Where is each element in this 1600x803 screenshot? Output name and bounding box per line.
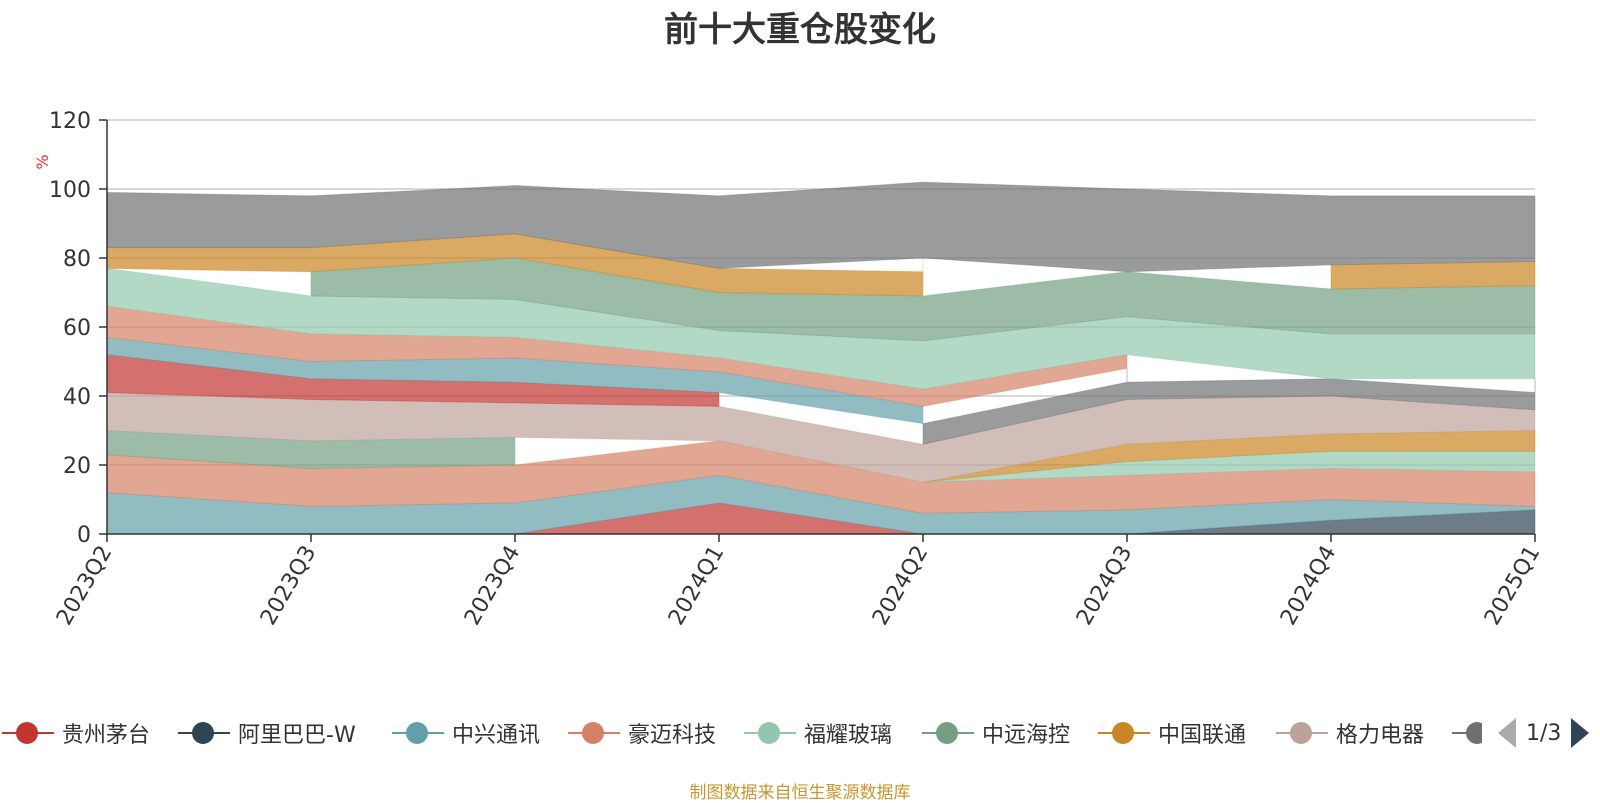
legend-item[interactable]: 阿里巴巴-W (178, 718, 356, 748)
legend-label: 格力电器 (1336, 723, 1425, 748)
legend-item[interactable]: 豪迈科技 (568, 718, 716, 748)
x-tick-label: 2024Q2 (868, 542, 933, 630)
y-tick-label: 100 (49, 178, 91, 203)
legend-marker-icon (922, 718, 974, 748)
legend-overflow-marker-icon (1452, 722, 1482, 744)
legend-label: 贵州茅台 (62, 723, 151, 748)
y-tick-label: 40 (63, 385, 91, 410)
legend-item[interactable]: 中兴通讯 (392, 718, 540, 748)
legend-item[interactable]: 格力电器 (1276, 718, 1424, 748)
legend-next-page-icon[interactable] (1571, 718, 1590, 748)
y-tick-label: 80 (63, 247, 91, 272)
legend-label: 中国联通 (1158, 723, 1247, 748)
legend-pager: 1/3 (1498, 718, 1590, 748)
legend-item[interactable]: 中远海控 (922, 718, 1070, 748)
x-tick-label: 2023Q2 (52, 542, 117, 630)
y-tick-label: 60 (63, 316, 91, 341)
area-series-11[interactable] (106, 336, 924, 425)
y-axis-label: % (33, 154, 52, 169)
area-series-4[interactable] (106, 440, 1536, 514)
legend: 贵州茅台 阿里巴巴-W 中兴通讯 豪迈科技 福耀玻璃 中远海控 中国联通 格力电器 (0, 718, 1600, 748)
legend-page-indicator: 1/3 (1526, 720, 1562, 746)
legend-marker-icon (1098, 718, 1150, 748)
legend-label: 豪迈科技 (628, 723, 717, 748)
legend-label: 中远海控 (982, 723, 1071, 748)
area-series-8[interactable] (106, 392, 1536, 483)
y-tick-label: 120 (49, 109, 91, 134)
area-series-16[interactable] (1330, 260, 1536, 290)
stacked-area-chart: 0 20 40 60 80 100 120 2023Q2 2023Q3 2023Q4 2024Q1 2… (33, 109, 1545, 630)
x-tick-label: 2024Q4 (1276, 542, 1341, 630)
legend-item[interactable]: 中国联通 (1098, 718, 1246, 748)
legend-marker-icon (2, 718, 54, 748)
legend-marker-icon (1276, 718, 1328, 748)
data-source-note: 制图数据来自恒生聚源数据库 (689, 783, 911, 803)
legend-marker-icon (568, 718, 620, 748)
legend-item[interactable]: 贵州茅台 (2, 718, 150, 748)
area-series-9[interactable] (922, 378, 1536, 445)
chart-title: 前十大重仓股变化 (664, 10, 936, 50)
legend-item[interactable]: 福耀玻璃 (744, 718, 892, 748)
area-series-18[interactable] (106, 181, 1536, 273)
x-tick-label: 2023Q3 (256, 542, 321, 630)
area-series-5[interactable] (922, 450, 1536, 483)
legend-marker-icon (392, 718, 444, 748)
legend-label: 中兴通讯 (452, 723, 541, 748)
x-tick-label: 2024Q1 (664, 542, 729, 630)
legend-label: 福耀玻璃 (804, 723, 893, 748)
y-tick-label: 0 (77, 523, 91, 548)
area-series (106, 181, 1536, 535)
legend-label: 阿里巴巴-W (238, 723, 356, 748)
x-tick-label: 2023Q4 (460, 542, 525, 630)
area-series-7[interactable] (922, 429, 1536, 483)
legend-marker-icon (744, 718, 796, 748)
legend-marker-icon (178, 718, 230, 748)
x-tick-label: 2025Q1 (1480, 542, 1545, 630)
legend-prev-page-icon[interactable] (1498, 718, 1516, 748)
y-tick-label: 20 (63, 454, 91, 479)
x-tick-label: 2024Q3 (1072, 542, 1137, 630)
